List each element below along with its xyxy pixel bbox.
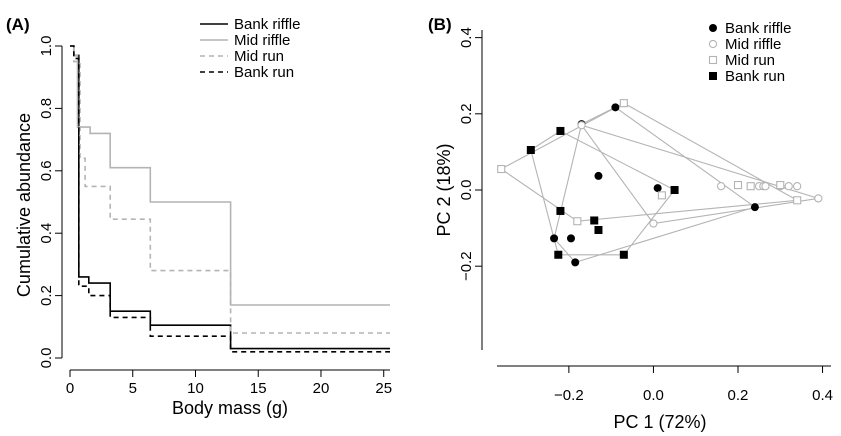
x-tick-label: −0.2	[554, 387, 584, 404]
legend-label-mid-riffle: Mid riffle	[725, 36, 781, 53]
point-bank-riffle	[566, 234, 575, 243]
x-tick-label: 20	[313, 380, 330, 397]
y-tick-label: 0.4	[38, 223, 55, 244]
hull-bank-riffle	[553, 106, 757, 264]
legend-label-bank-riffle: Bank riffle	[234, 16, 300, 33]
y-tick-label: 0.8	[38, 98, 55, 119]
point-bank-run	[556, 206, 565, 215]
panel-a-y-ticks: 0.0 0.2 0.4 0.6 0.8 1.0	[38, 36, 62, 369]
x-tick-label: 0.4	[812, 387, 833, 404]
point-bank-riffle	[594, 171, 603, 180]
legend-label-bank-run: Bank run	[234, 64, 294, 81]
point-mid-run	[497, 164, 506, 174]
panel-b-hulls	[500, 102, 819, 264]
series-line-mid-run	[70, 45, 390, 334]
series-line-bank-run	[70, 45, 390, 353]
point-bank-riffle	[550, 234, 559, 243]
point-mid-run	[733, 180, 743, 190]
hull-mid-riffle	[580, 124, 819, 225]
y-tick-label: 0.6	[38, 160, 55, 181]
legend-label-mid-run: Mid run	[234, 48, 284, 65]
legend-label-mid-run: Mid run	[725, 52, 775, 69]
panel-b-points	[497, 99, 823, 267]
panel-a: (A) 0 5 10 15 20 25 0.0 0.2 0.4 0.6 0.8 1.0 Body m…	[6, 15, 392, 418]
point-bank-run	[590, 216, 599, 225]
panel-a-x-ticks: 0 5 10 15 20 25	[66, 370, 392, 397]
x-tick-label: 5	[129, 380, 137, 397]
point-mid-riffle	[761, 182, 770, 191]
x-tick-label: 25	[375, 380, 392, 397]
x-tick-label: 0	[66, 380, 74, 397]
point-mid-riffle	[716, 182, 726, 191]
legend-marker-bank-run	[709, 72, 717, 80]
point-bank-run	[556, 126, 565, 135]
point-mid-riffle	[577, 121, 586, 130]
legend-marker-mid-run	[708, 55, 718, 65]
point-mid-run	[793, 196, 802, 205]
panel-b-x-ticks: −0.2 0.0 0.2 0.4	[554, 366, 833, 404]
legend-label-bank-run: Bank run	[725, 68, 785, 85]
point-bank-riffle	[653, 184, 662, 193]
panel-a-series-lines	[70, 45, 390, 353]
point-mid-riffle	[814, 194, 823, 203]
panel-b-y-axis-label: PC 2 (18%)	[434, 143, 454, 236]
point-bank-run	[670, 186, 679, 194]
panel-a-x-axis-label: Body mass (g)	[172, 398, 288, 418]
point-bank-riffle	[611, 103, 620, 112]
y-tick-label: −0.2	[458, 251, 475, 281]
y-tick-label: 1.0	[38, 36, 55, 57]
x-tick-label: 0.2	[728, 387, 749, 404]
point-mid-riffle	[793, 182, 802, 191]
x-tick-label: 0.0	[643, 387, 664, 404]
y-tick-label: 0.0	[38, 348, 55, 369]
point-mid-run	[746, 182, 755, 191]
y-tick-label: 0.2	[38, 285, 55, 306]
point-bank-riffle	[571, 258, 580, 267]
point-bank-run	[554, 250, 563, 259]
panel-b-label: (B)	[428, 15, 452, 34]
point-mid-riffle	[784, 182, 793, 191]
series-line-mid-riffle	[70, 45, 390, 306]
panel-a-label: (A)	[6, 15, 30, 34]
x-tick-label: 15	[250, 380, 267, 397]
x-tick-label: 10	[187, 380, 204, 397]
point-mid-run	[657, 191, 666, 200]
legend-label-bank-riffle: Bank riffle	[725, 20, 791, 37]
legend-marker-mid-riffle	[708, 39, 718, 49]
y-tick-label: 0.2	[458, 103, 475, 124]
point-mid-riffle	[649, 219, 658, 228]
hull-mid-run	[500, 102, 800, 222]
legend-label-mid-riffle: Mid riffle	[234, 32, 290, 49]
legend-marker-bank-riffle	[709, 24, 717, 32]
panel-b-x-axis-label: PC 1 (72%)	[613, 412, 706, 432]
y-tick-label: 0.0	[458, 180, 475, 201]
point-bank-riffle	[750, 203, 759, 212]
point-mid-run	[573, 217, 582, 226]
panel-b: (B) −0.2 0.0 0.2 0.4 −0.2 0.0 0.2 0.4 PC 1 (72…	[428, 15, 833, 432]
point-bank-run	[526, 146, 535, 154]
point-bank-run	[619, 250, 628, 259]
y-tick-label: 0.4	[458, 27, 475, 48]
point-mid-run	[619, 99, 628, 108]
point-bank-run	[594, 226, 603, 234]
panel-b-y-ticks: −0.2 0.0 0.2 0.4	[458, 27, 482, 281]
panel-a-y-axis-label: Cumulative abundance	[14, 113, 34, 297]
point-mid-run	[776, 180, 785, 190]
